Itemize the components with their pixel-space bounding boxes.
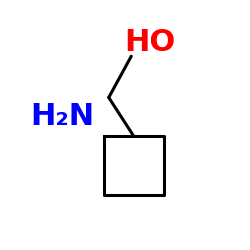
- Text: HO: HO: [124, 28, 176, 57]
- Text: H₂N: H₂N: [30, 102, 94, 131]
